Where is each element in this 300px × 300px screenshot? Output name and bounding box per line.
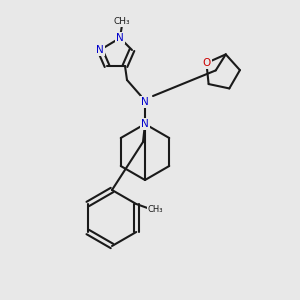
Text: O: O — [202, 58, 211, 68]
Text: N: N — [116, 33, 124, 43]
Text: CH₃: CH₃ — [148, 205, 163, 214]
Text: N: N — [141, 97, 149, 107]
Text: N: N — [96, 45, 104, 55]
Text: CH₃: CH₃ — [114, 17, 130, 26]
Text: N: N — [141, 119, 149, 129]
